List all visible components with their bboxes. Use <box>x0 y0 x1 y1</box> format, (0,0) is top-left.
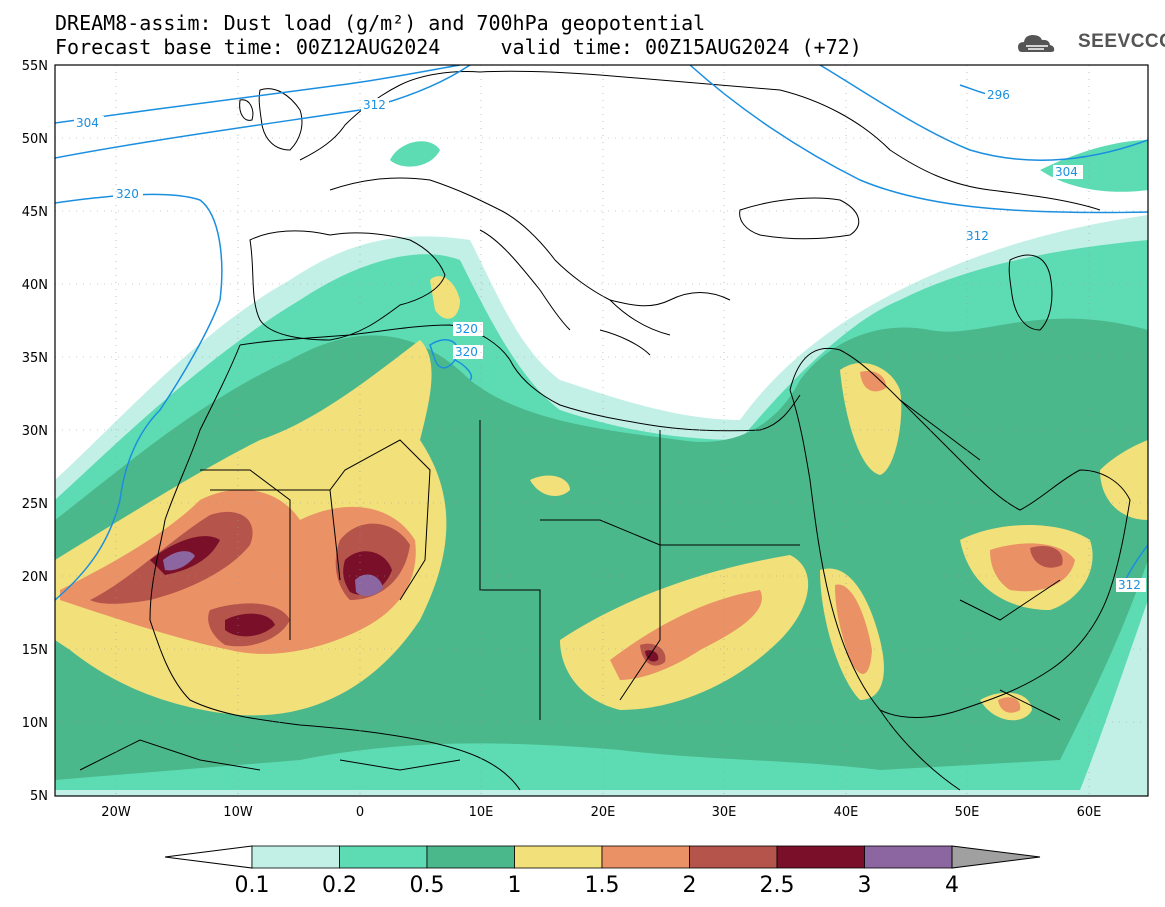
colorbar-tick-label: 1.5 <box>585 873 620 898</box>
colorbar-tick-label: 2 <box>683 873 697 898</box>
lat-label: 25N <box>22 497 48 512</box>
colorbar-under-arrow <box>164 845 253 869</box>
lon-label: 20E <box>591 805 616 820</box>
colorbar-swatch <box>864 845 953 869</box>
lon-label: 0 <box>356 805 364 820</box>
lat-label: 35N <box>22 351 48 366</box>
colorbar-swatch <box>689 845 778 869</box>
lon-label: 40E <box>834 805 859 820</box>
lon-label: 30E <box>712 805 737 820</box>
map-frame <box>54 64 1149 797</box>
lon-label: 50E <box>955 805 980 820</box>
colorbar-swatch <box>426 845 515 869</box>
lat-label: 40N <box>22 278 48 293</box>
colorbar: 0.1 0.2 0.5 1 1.5 2 2.5 3 4 <box>164 845 1041 898</box>
colorbar-swatch <box>514 845 603 869</box>
colorbar-tick-label: 0.2 <box>322 873 357 898</box>
lat-grid <box>55 65 1148 796</box>
contour-label: 312 <box>1118 578 1141 592</box>
lon-label: 20W <box>101 805 131 820</box>
map-title: DREAM8-assim: Dust load (g/m²) and 700hP… <box>55 11 706 35</box>
lat-label: 5N <box>30 789 48 804</box>
lat-label: 15N <box>22 643 48 658</box>
logo-text: SEEVCCC <box>1078 31 1165 52</box>
contour-label: 296 <box>987 88 1010 102</box>
colorbar-tick-label: 2.5 <box>760 873 795 898</box>
contour-label: 304 <box>76 116 99 130</box>
lon-labels: 20W 10W 0 10E 20E 30E 40E 50E 60E <box>101 805 1101 820</box>
contour-label: 320 <box>116 187 139 201</box>
lon-label: 60E <box>1077 805 1102 820</box>
colorbar-over-arrow <box>951 845 1041 869</box>
colorbar-tick-label: 1 <box>508 873 522 898</box>
colorbar-swatch <box>251 845 340 869</box>
lon-label: 10W <box>223 805 253 820</box>
colorbar-tick-label: 3 <box>858 873 872 898</box>
dust-field <box>55 65 1148 796</box>
contour-label: 320 <box>455 345 478 359</box>
lat-label: 30N <box>22 424 48 439</box>
contour-label: 312 <box>966 229 989 243</box>
colorbar-swatch <box>339 845 428 869</box>
colorbar-tick-label: 0.1 <box>235 873 270 898</box>
lon-label: 10E <box>469 805 494 820</box>
colorbar-swatch <box>776 845 865 869</box>
colorbar-tick-label: 4 <box>945 873 959 898</box>
lat-label: 10N <box>22 716 48 731</box>
lat-labels: 55N 50N 45N 40N 35N 30N 25N 20N 15N 10N … <box>22 59 48 804</box>
lat-label: 50N <box>22 132 48 147</box>
forecast-times: Forecast base time: 00Z12AUG2024 valid t… <box>55 35 862 59</box>
geopotential-contours <box>55 65 1148 601</box>
lat-label: 45N <box>22 205 48 220</box>
contour-labels: 304 312 320 320 320 296 304 312 312 <box>74 88 1146 592</box>
contour-label: 304 <box>1055 165 1078 179</box>
contour-label: 312 <box>363 98 386 112</box>
cloud-logo-icon <box>1018 35 1055 52</box>
lat-label: 20N <box>22 570 48 585</box>
contour-label: 320 <box>455 322 478 336</box>
lat-label: 55N <box>22 59 48 74</box>
coastlines-borders <box>79 70 1131 791</box>
colorbar-tick-label: 0.5 <box>410 873 445 898</box>
colorbar-swatch <box>601 845 690 869</box>
